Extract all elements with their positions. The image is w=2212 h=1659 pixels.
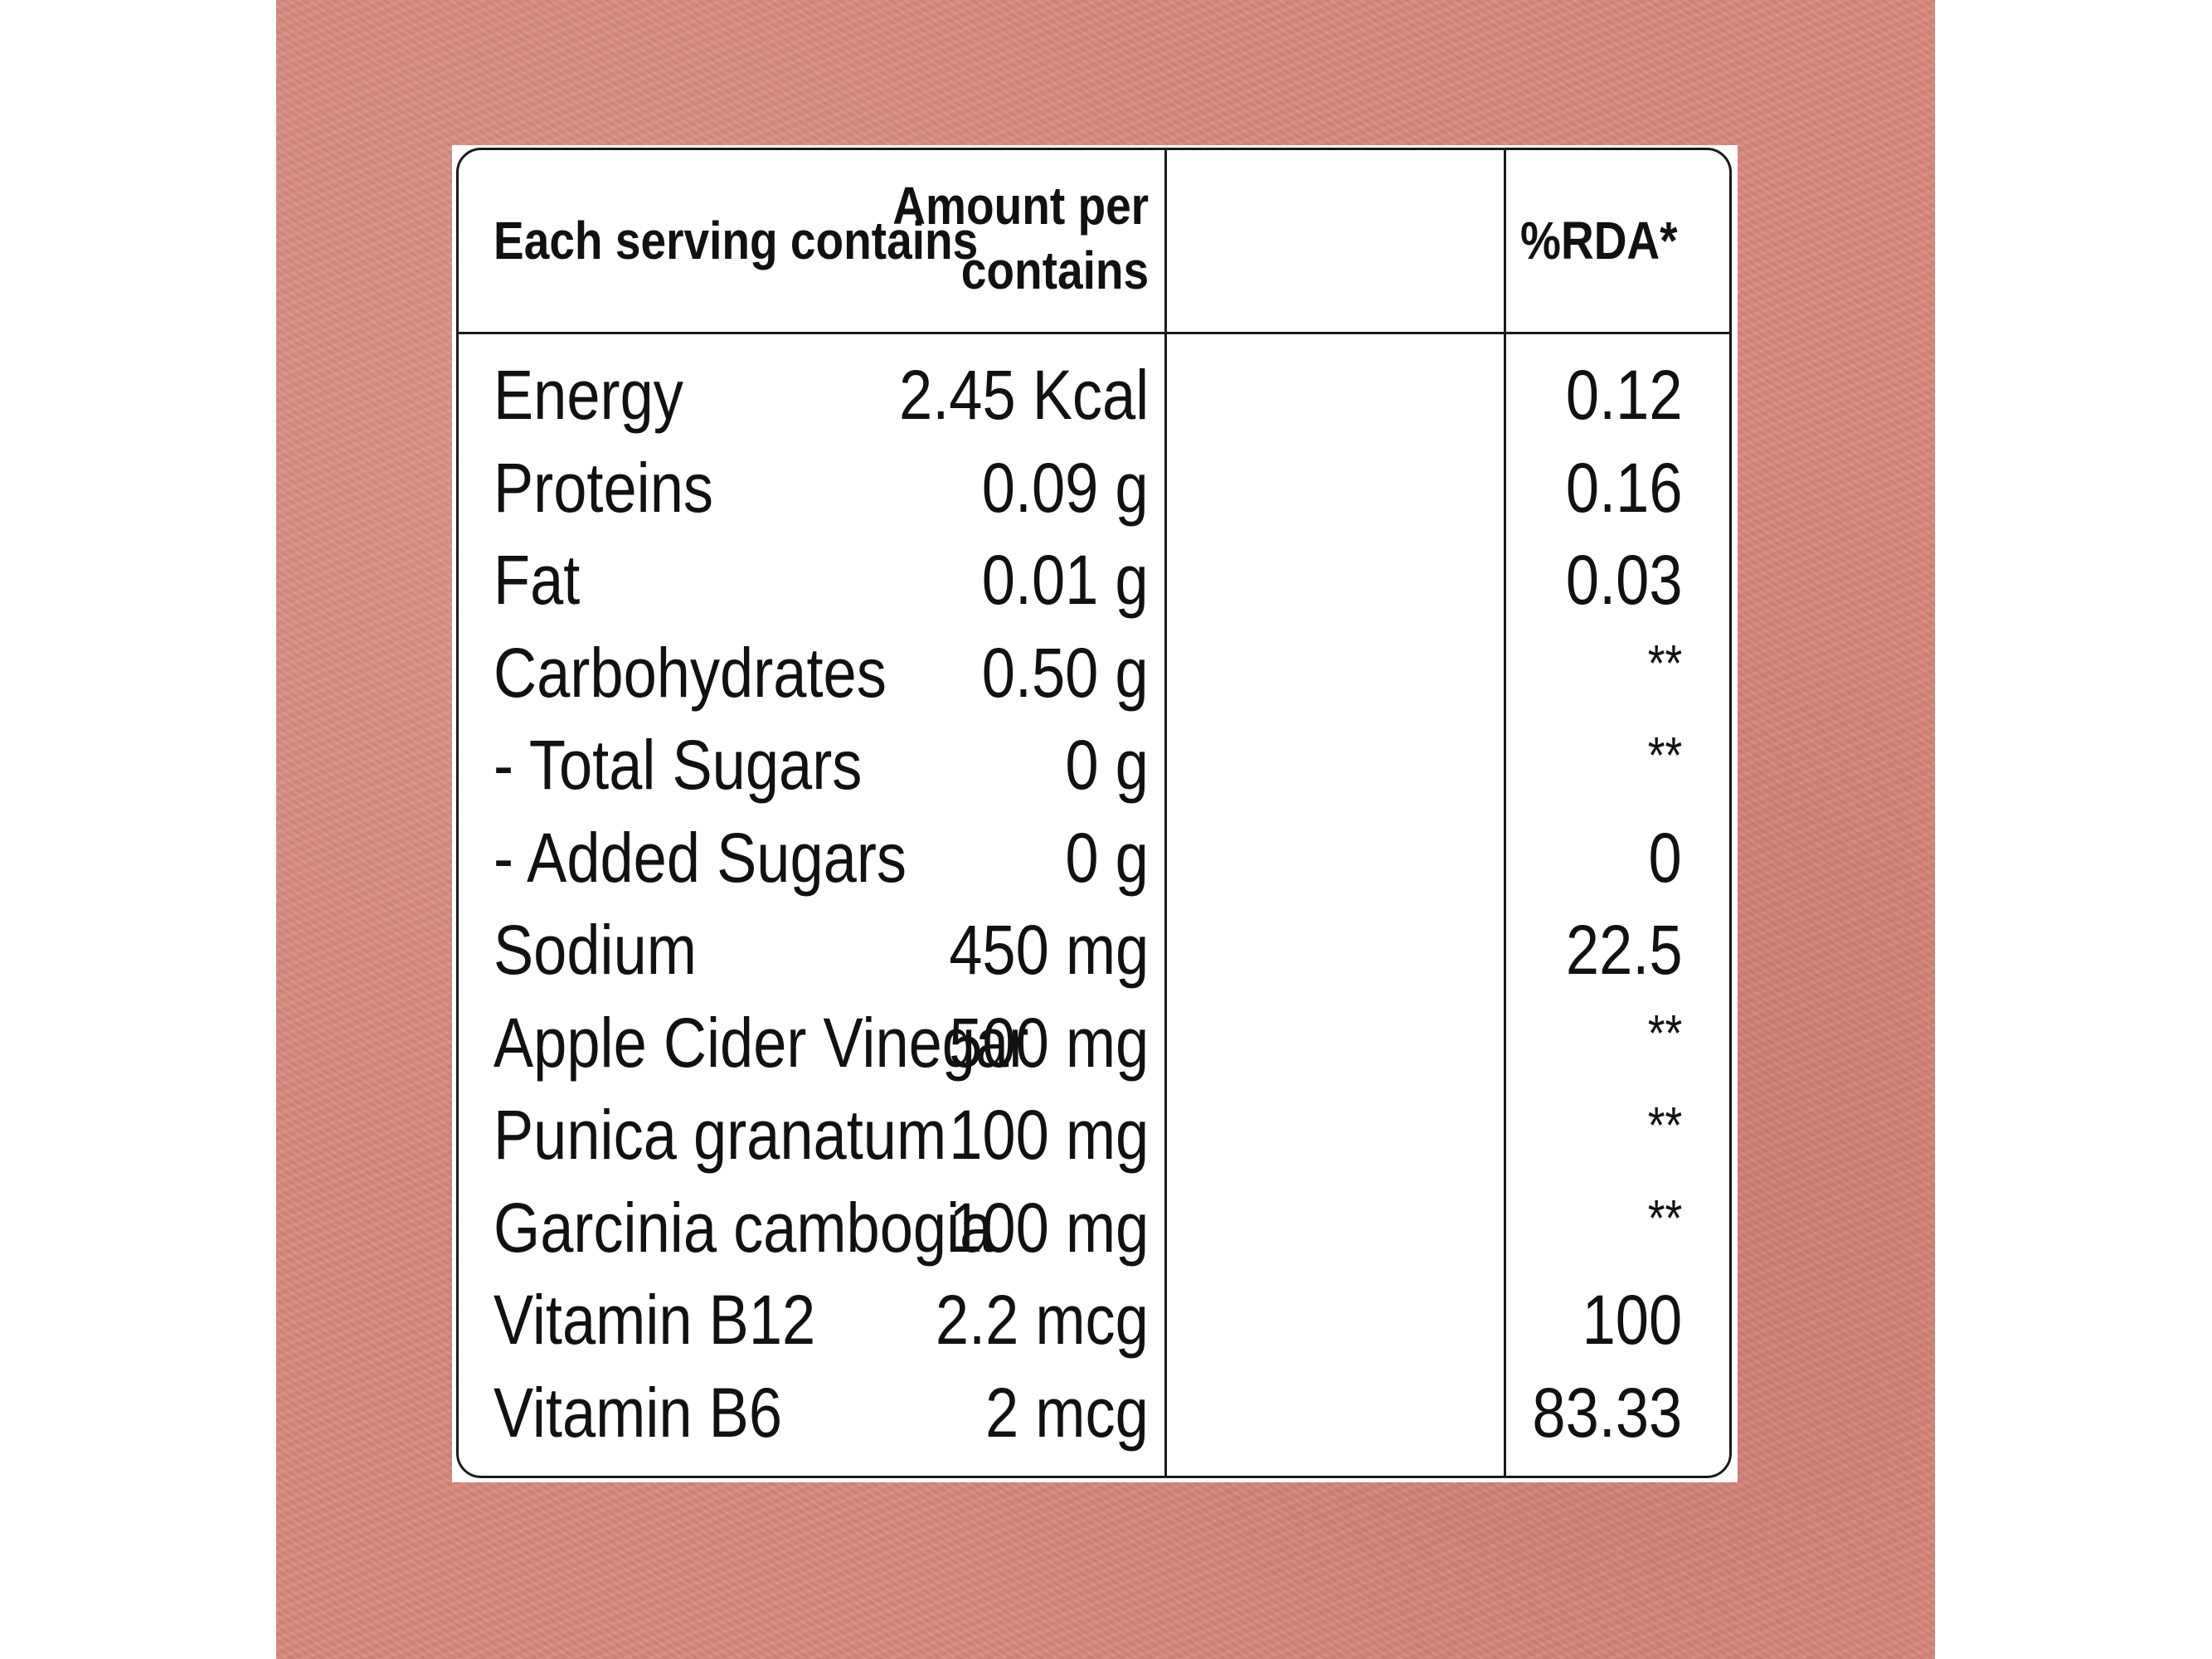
- column-divider-rda: [1504, 150, 1506, 1476]
- nutrient-rda: 100: [1582, 1281, 1682, 1359]
- nutrition-facts-table: Each serving contains Amount per contain…: [456, 148, 1732, 1478]
- table-row: - Total Sugars 0 g **: [459, 719, 1729, 812]
- table-body: Energy 2.45 Kcal 0.12 Proteins 0.09 g 0.…: [459, 349, 1729, 1459]
- header-divider: [459, 332, 1729, 334]
- table-row: Energy 2.45 Kcal 0.12: [459, 349, 1729, 442]
- nutrient-name: - Added Sugars: [493, 818, 907, 897]
- nutrient-amount: 2 mcg: [985, 1373, 1149, 1452]
- table-row: Apple Cider Vinegar 500 mg **: [459, 997, 1729, 1090]
- nutrient-amount: 0 g: [1065, 818, 1149, 897]
- header-nutrient: Each serving contains: [493, 211, 979, 270]
- nutrient-amount: 500 mg: [949, 1003, 1149, 1082]
- nutrient-name: Proteins: [493, 448, 714, 527]
- nutrient-rda: 0.12: [1565, 356, 1682, 434]
- nutrient-rda: 0.16: [1565, 448, 1682, 527]
- nutrient-name: Apple Cider Vinegar: [493, 1003, 1029, 1082]
- header-amount: Amount per contains: [892, 173, 1149, 303]
- nutrient-name: Energy: [493, 356, 683, 434]
- header-rda: %RDA*: [1520, 211, 1678, 270]
- nutrient-rda: 83.33: [1532, 1373, 1682, 1452]
- nutrient-amount: 450 mg: [949, 911, 1149, 989]
- table-row: Punica granatum 100 mg **: [459, 1089, 1729, 1182]
- nutrient-amount: 100 mg: [949, 1188, 1149, 1267]
- table-row: Fat 0.01 g 0.03: [459, 534, 1729, 627]
- table-row: Garcinia cambogia 100 mg **: [459, 1182, 1729, 1275]
- nutrient-name: Carbohydrates: [493, 633, 887, 712]
- nutrient-amount: 0.09 g: [982, 448, 1149, 527]
- nutrient-rda: **: [1647, 1005, 1682, 1063]
- nutrient-name: Sodium: [493, 911, 697, 989]
- nutrient-rda: **: [1647, 1097, 1682, 1155]
- table-row: Carbohydrates 0.50 g **: [459, 627, 1729, 720]
- nutrient-name: - Total Sugars: [493, 726, 863, 804]
- table-row: Vitamin B6 2 mcg 83.33: [459, 1367, 1729, 1460]
- header-amount-line1: Amount per: [892, 176, 1149, 236]
- table-row: Proteins 0.09 g 0.16: [459, 442, 1729, 535]
- nutrient-name: Vitamin B12: [493, 1281, 816, 1359]
- header-amount-line2: contains: [960, 241, 1149, 300]
- nutrient-amount: 100 mg: [949, 1096, 1149, 1174]
- nutrient-amount: 0.01 g: [982, 541, 1149, 619]
- nutrient-name: Vitamin B6: [493, 1373, 783, 1452]
- nutrient-amount: 2.45 Kcal: [898, 356, 1149, 434]
- table-row: Sodium 450 mg 22.5: [459, 904, 1729, 997]
- table-row: Vitamin B12 2.2 mcg 100: [459, 1274, 1729, 1367]
- nutrient-amount: 0.50 g: [982, 633, 1149, 712]
- nutrient-rda: 0: [1648, 818, 1682, 897]
- nutrient-rda: **: [1647, 635, 1682, 693]
- nutrient-rda: **: [1647, 1190, 1682, 1248]
- nutrient-name: Fat: [493, 541, 581, 619]
- nutrient-rda: **: [1647, 727, 1682, 785]
- nutrient-rda: 22.5: [1565, 911, 1682, 989]
- table-row: - Added Sugars 0 g 0: [459, 812, 1729, 905]
- nutrient-name: Punica granatum: [493, 1096, 947, 1174]
- column-divider-amount: [1164, 150, 1167, 1476]
- nutrient-name: Garcinia cambogia: [493, 1188, 994, 1267]
- nutrient-amount: 0 g: [1065, 726, 1149, 804]
- nutrient-amount: 2.2 mcg: [936, 1281, 1149, 1359]
- nutrient-rda: 0.03: [1565, 541, 1682, 619]
